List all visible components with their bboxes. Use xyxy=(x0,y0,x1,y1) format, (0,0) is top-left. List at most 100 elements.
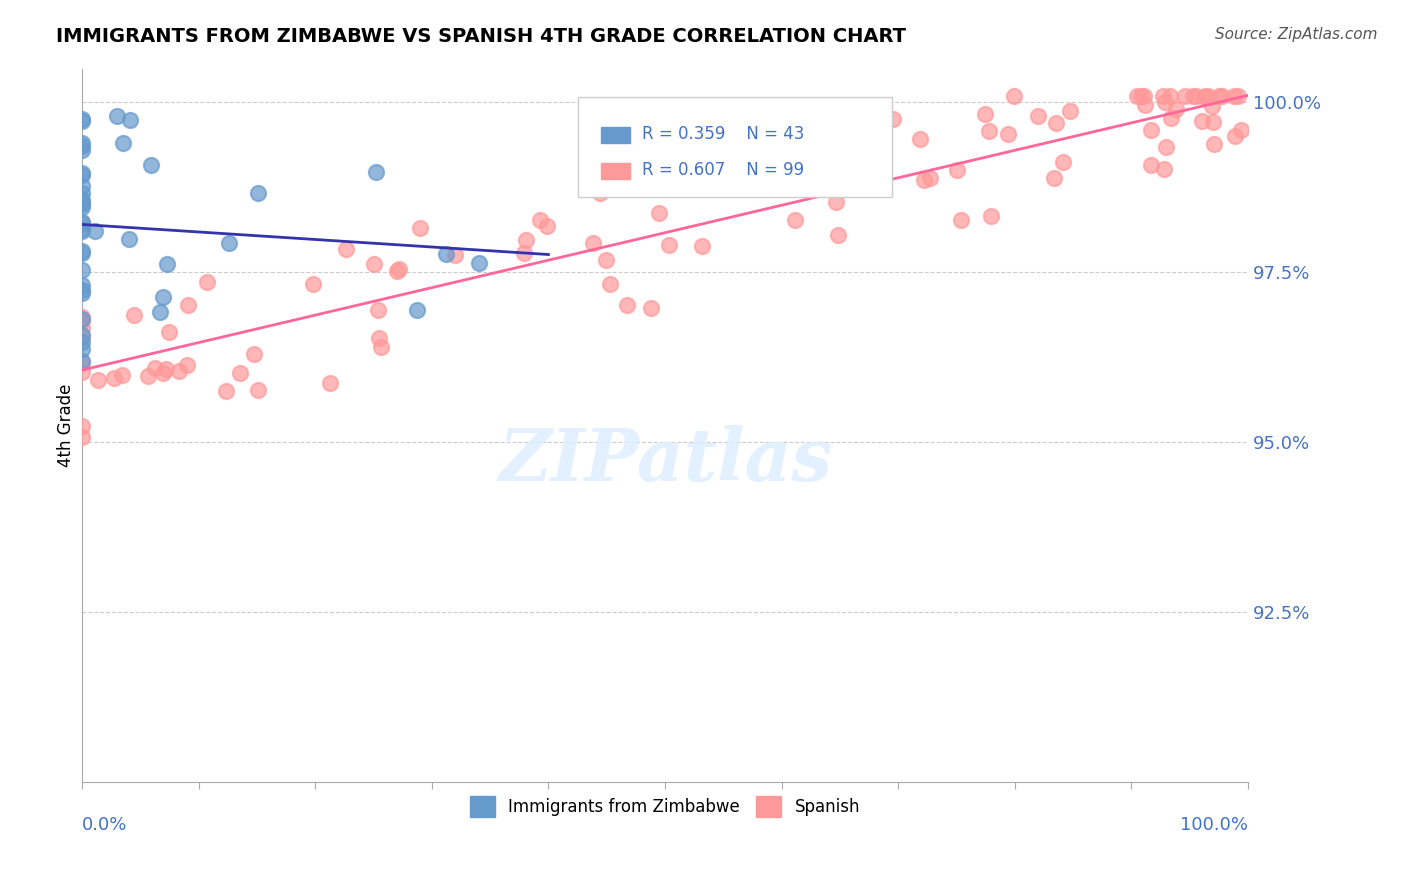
Point xyxy=(218,236,240,251)
Point xyxy=(152,290,174,304)
Point xyxy=(1154,140,1177,154)
Point xyxy=(980,209,1002,223)
Point xyxy=(243,347,266,361)
Point xyxy=(1133,88,1156,103)
Point xyxy=(70,356,93,370)
Point xyxy=(155,361,177,376)
Point xyxy=(1192,89,1215,103)
Point xyxy=(70,263,93,277)
Point xyxy=(1126,88,1149,103)
Text: R = 0.359    N = 43: R = 0.359 N = 43 xyxy=(589,122,766,140)
Point xyxy=(366,165,388,179)
Point xyxy=(70,222,93,236)
Point xyxy=(70,321,93,335)
Point xyxy=(318,376,340,390)
FancyBboxPatch shape xyxy=(600,163,630,179)
Point xyxy=(385,263,408,277)
Point xyxy=(70,114,93,128)
Point xyxy=(70,314,93,328)
Point xyxy=(83,224,105,238)
Point xyxy=(436,247,458,261)
Point xyxy=(139,158,162,172)
Text: R = 0.359    N = 43: R = 0.359 N = 43 xyxy=(641,125,804,143)
Point xyxy=(1197,88,1219,103)
Point xyxy=(70,327,93,342)
Point xyxy=(882,112,904,126)
Point xyxy=(370,340,392,354)
Point xyxy=(1164,102,1187,116)
Point xyxy=(70,310,93,324)
Text: 0.0%: 0.0% xyxy=(82,815,128,834)
Point xyxy=(616,298,638,312)
Point xyxy=(405,302,427,317)
Point xyxy=(1208,88,1230,103)
Point xyxy=(195,275,218,289)
Point xyxy=(1028,109,1050,123)
Point xyxy=(229,366,252,380)
Point xyxy=(1154,95,1177,109)
Point xyxy=(70,284,93,298)
Point xyxy=(103,371,125,385)
Point xyxy=(997,127,1019,141)
Point xyxy=(70,418,93,433)
Point xyxy=(118,231,141,245)
Point xyxy=(1191,114,1213,128)
Point xyxy=(70,224,93,238)
Point xyxy=(1159,88,1181,103)
Point xyxy=(1139,122,1161,136)
Point xyxy=(152,366,174,380)
FancyBboxPatch shape xyxy=(578,97,893,197)
Text: Source: ZipAtlas.com: Source: ZipAtlas.com xyxy=(1215,27,1378,42)
Point xyxy=(70,342,93,356)
Point xyxy=(70,196,93,211)
Point xyxy=(1226,88,1249,103)
Point xyxy=(1230,122,1253,136)
Point xyxy=(70,166,93,180)
Point xyxy=(1160,111,1182,125)
Point xyxy=(122,309,145,323)
Point xyxy=(1202,115,1225,129)
Point xyxy=(70,193,93,207)
Point xyxy=(595,252,617,267)
Point xyxy=(368,331,391,345)
Point xyxy=(599,277,621,291)
Point xyxy=(690,238,713,252)
Point xyxy=(1045,116,1067,130)
Point xyxy=(908,132,931,146)
Text: R = 0.607    N = 99: R = 0.607 N = 99 xyxy=(589,158,765,176)
Point xyxy=(70,430,93,444)
Point xyxy=(1153,161,1175,176)
Point xyxy=(1202,136,1225,151)
Point xyxy=(70,200,93,214)
Point xyxy=(1052,154,1074,169)
Point xyxy=(70,143,93,157)
Point xyxy=(825,194,848,209)
Point xyxy=(946,162,969,177)
Point xyxy=(70,179,93,194)
Point xyxy=(70,246,93,260)
Text: 100.0%: 100.0% xyxy=(1180,815,1249,834)
Point xyxy=(70,139,93,153)
Point xyxy=(177,298,200,312)
Point xyxy=(977,124,1000,138)
Point xyxy=(335,242,357,256)
Legend: Immigrants from Zimbabwe, Spanish: Immigrants from Zimbabwe, Spanish xyxy=(463,789,868,823)
Point xyxy=(1139,158,1161,172)
Point xyxy=(974,107,997,121)
Text: ZIPatlas: ZIPatlas xyxy=(498,425,832,496)
Point xyxy=(1174,88,1197,103)
FancyBboxPatch shape xyxy=(600,128,630,144)
Point xyxy=(176,358,198,372)
Point xyxy=(70,285,93,300)
Point xyxy=(70,311,93,326)
Point xyxy=(112,136,135,150)
Point xyxy=(1223,129,1246,144)
Point xyxy=(536,219,558,233)
Point xyxy=(640,301,662,316)
Point xyxy=(70,112,93,126)
Point xyxy=(156,257,179,271)
Point xyxy=(444,248,467,262)
Point xyxy=(70,186,93,200)
Point xyxy=(1211,88,1233,103)
Point xyxy=(105,109,128,123)
